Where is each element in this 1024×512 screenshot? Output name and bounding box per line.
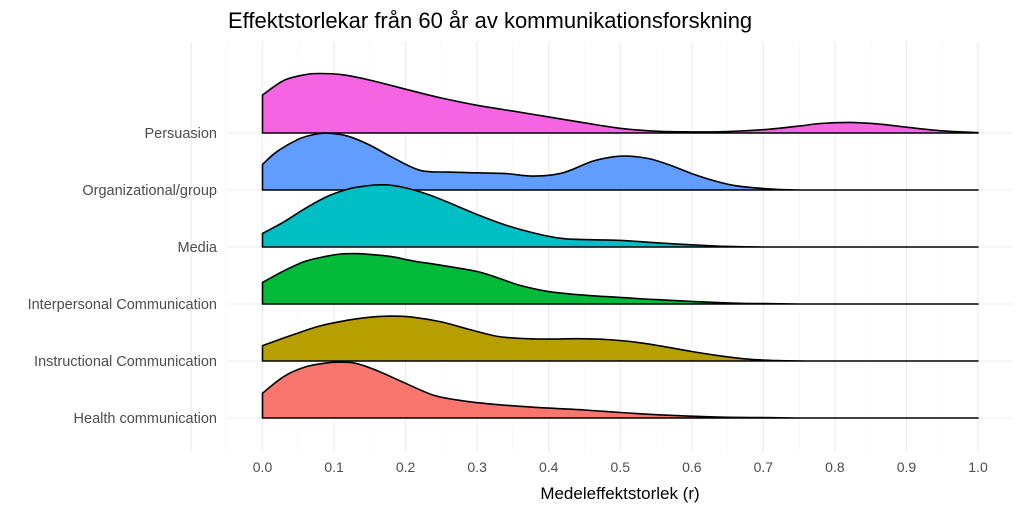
category-label: Instructional Communication [34,354,217,370]
x-tick-label: 0.7 [754,459,774,475]
ridge-media [261,184,979,248]
category-label: Interpersonal Communication [28,297,217,313]
ridge-instructional-communication [261,315,979,362]
x-tick-label: 0.3 [467,459,487,475]
x-tick-label: 0.8 [825,459,845,475]
x-axis-title: Medeleffektstorlek (r) [540,484,699,503]
category-labels: Persuasion Organizational/group Media Inter… [28,126,218,427]
ridge-persuasion [261,72,979,134]
category-label: Persuasion [144,126,217,142]
chart-title: Effektstorlekar från 60 år av kommunikat… [228,8,752,33]
ridge-interpersonal-communication [261,252,979,305]
x-tick-label: 1.0 [968,459,988,475]
category-label: Media [178,240,218,256]
ridge-organizational-group [261,132,979,191]
x-tick-labels: 0.0 0.1 0.2 0.3 0.4 0.5 0.6 0.7 0.8 0.9 1.0 [253,459,988,475]
category-label: Organizational/group [82,183,217,199]
ridge-health-communication [261,361,979,419]
x-tick-label: 0.6 [682,459,702,475]
x-tick-label: 0.5 [611,459,631,475]
x-tick-label: 0.9 [897,459,917,475]
x-tick-label: 0.4 [539,459,559,475]
x-tick-label: 0.0 [253,459,273,475]
x-tick-label: 0.2 [396,459,416,475]
x-tick-label: 0.1 [324,459,344,475]
ridges [261,72,979,419]
category-label: Health communication [74,411,217,427]
